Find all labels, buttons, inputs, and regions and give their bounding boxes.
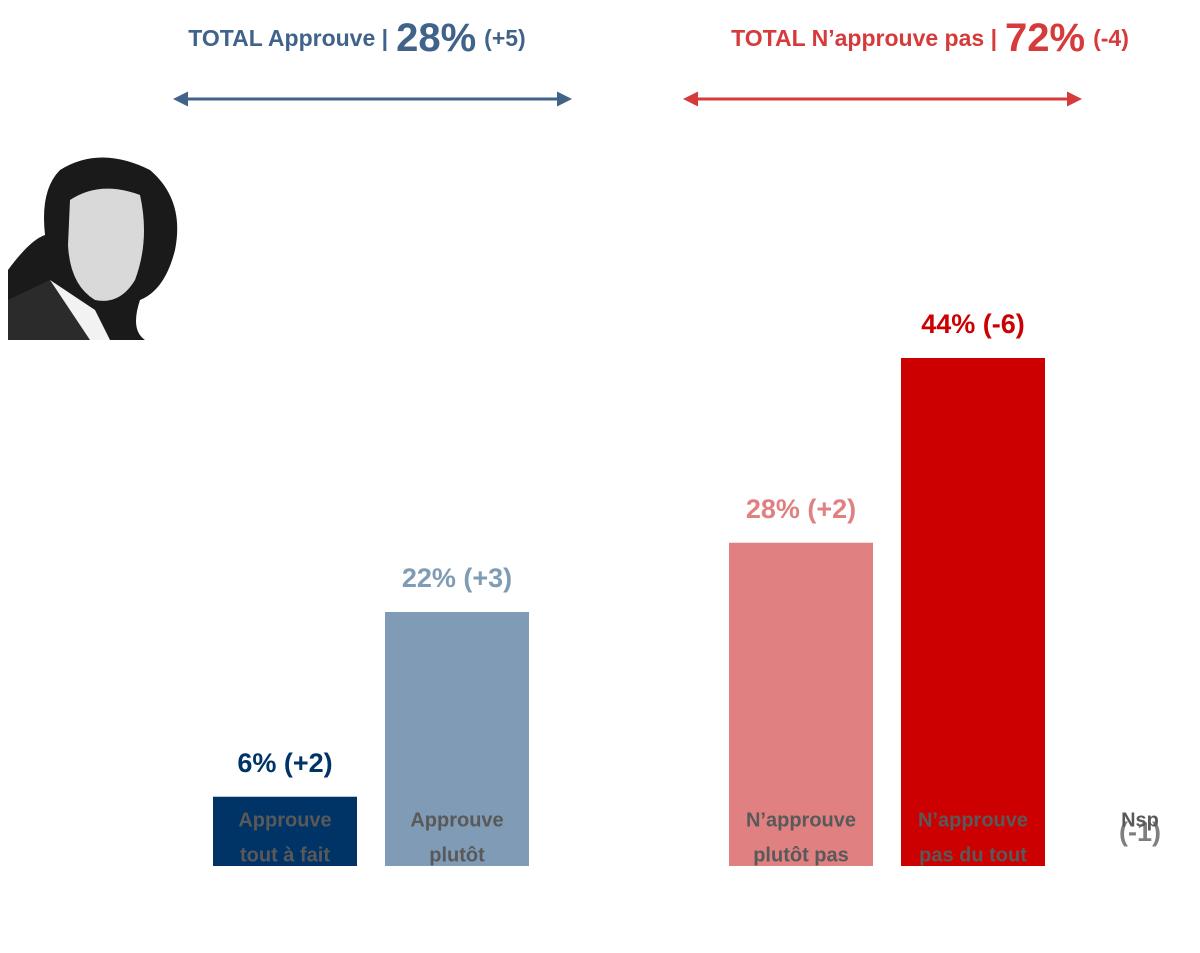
category-label: Nsp xyxy=(1121,809,1159,831)
header-value: 28% xyxy=(396,16,476,60)
header-text: TOTAL N’approuve pas | xyxy=(731,25,997,51)
category-label: pas du tout xyxy=(919,844,1027,866)
header: TOTAL N’approuve pas | 72% (-4) xyxy=(731,16,1129,60)
header-change: (-4) xyxy=(1093,25,1129,51)
header-text: TOTAL Approuve | xyxy=(188,25,388,51)
category-label: N’approuve xyxy=(918,809,1028,831)
chart: TOTAL Approuve | 28% (+5) TOTAL N’approuve … xyxy=(0,0,1200,953)
header-change: (+5) xyxy=(484,25,526,51)
category-label: Approuve xyxy=(410,809,503,831)
value-label: 22% (+3) xyxy=(402,563,512,593)
category-label: plutôt xyxy=(429,844,485,866)
header: TOTAL Approuve | 28% (+5) xyxy=(188,16,525,60)
value-label: 6% (+2) xyxy=(237,748,332,778)
bar xyxy=(901,358,1045,866)
category-label: tout à fait xyxy=(240,844,330,866)
value-label: 44% (-6) xyxy=(921,309,1025,339)
category-label: plutôt pas xyxy=(753,844,849,866)
value-label: 28% (+2) xyxy=(746,494,856,524)
category-label: N’approuve xyxy=(746,809,856,831)
category-label: Approuve xyxy=(238,809,331,831)
header-value: 72% xyxy=(1005,16,1085,60)
portrait xyxy=(8,158,177,341)
